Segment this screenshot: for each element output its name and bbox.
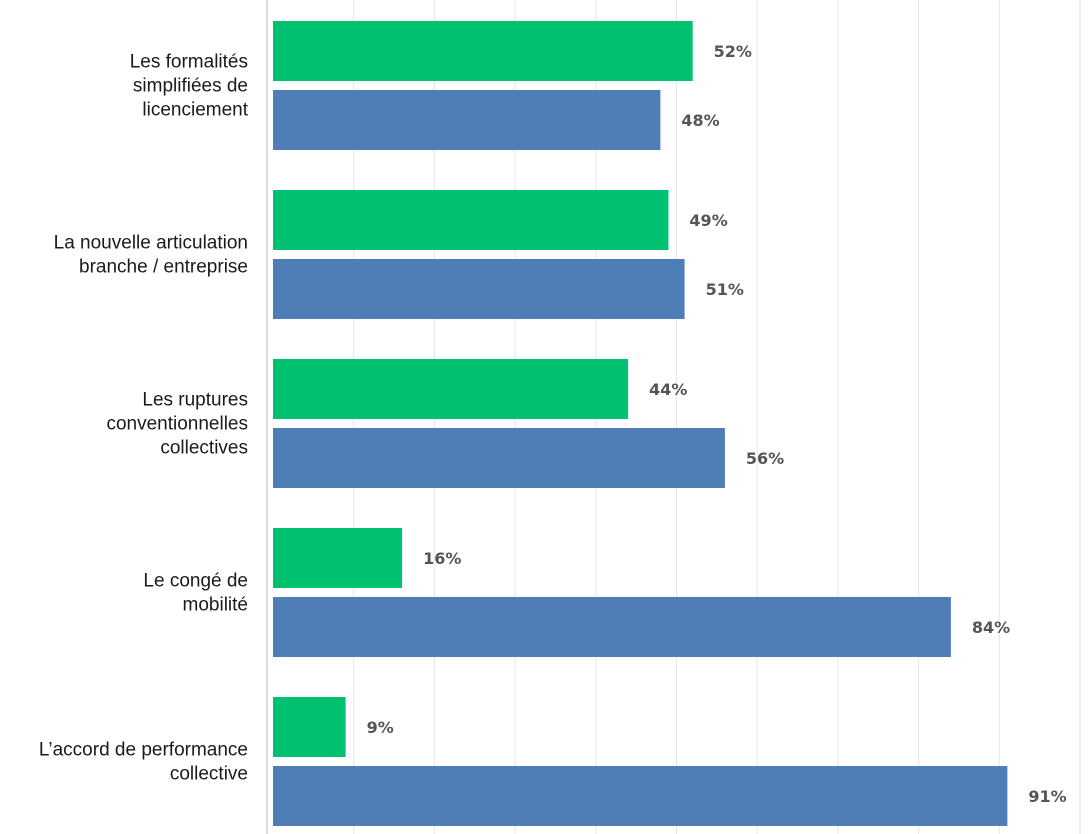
data-label: 44% <box>649 380 687 399</box>
category-label: Les ruptures <box>142 390 248 411</box>
category-label: collective <box>170 764 248 785</box>
data-label: 9% <box>367 718 394 737</box>
value-labels: 52% 48% 49% 51% 44% 56% 16% 84% 9% 91% <box>367 42 1067 806</box>
data-label: 52% <box>714 42 752 61</box>
bar <box>273 766 1008 826</box>
bar <box>273 428 725 488</box>
data-label: 51% <box>706 280 744 299</box>
bar <box>273 597 951 657</box>
category-label: collectives <box>160 438 248 459</box>
data-label: 16% <box>423 549 461 568</box>
data-label: 91% <box>1028 787 1066 806</box>
data-label: 49% <box>689 211 727 230</box>
category-label: licenciement <box>142 100 248 121</box>
bar <box>273 259 685 319</box>
bars <box>273 21 1008 826</box>
bar <box>273 21 693 81</box>
bar <box>273 90 661 150</box>
category-label: simplifiées de <box>133 76 248 97</box>
category-label: Les formalités <box>130 52 248 73</box>
category-label: L’accord de performance <box>39 740 248 761</box>
bar <box>273 190 669 250</box>
data-label: 56% <box>746 449 784 468</box>
category-label: conventionnelles <box>106 414 248 435</box>
data-label: 48% <box>681 111 719 130</box>
category-label: mobilité <box>183 595 248 616</box>
bar <box>273 359 629 419</box>
bar <box>273 697 346 757</box>
category-label: branche / entreprise <box>79 257 248 278</box>
category-label: Le congé de <box>143 571 248 592</box>
category-label: La nouvelle articulation <box>54 233 248 254</box>
category-labels: Les formalités simplifiées de licenciement… <box>39 52 249 785</box>
data-label: 84% <box>972 618 1010 637</box>
bar <box>273 528 403 588</box>
